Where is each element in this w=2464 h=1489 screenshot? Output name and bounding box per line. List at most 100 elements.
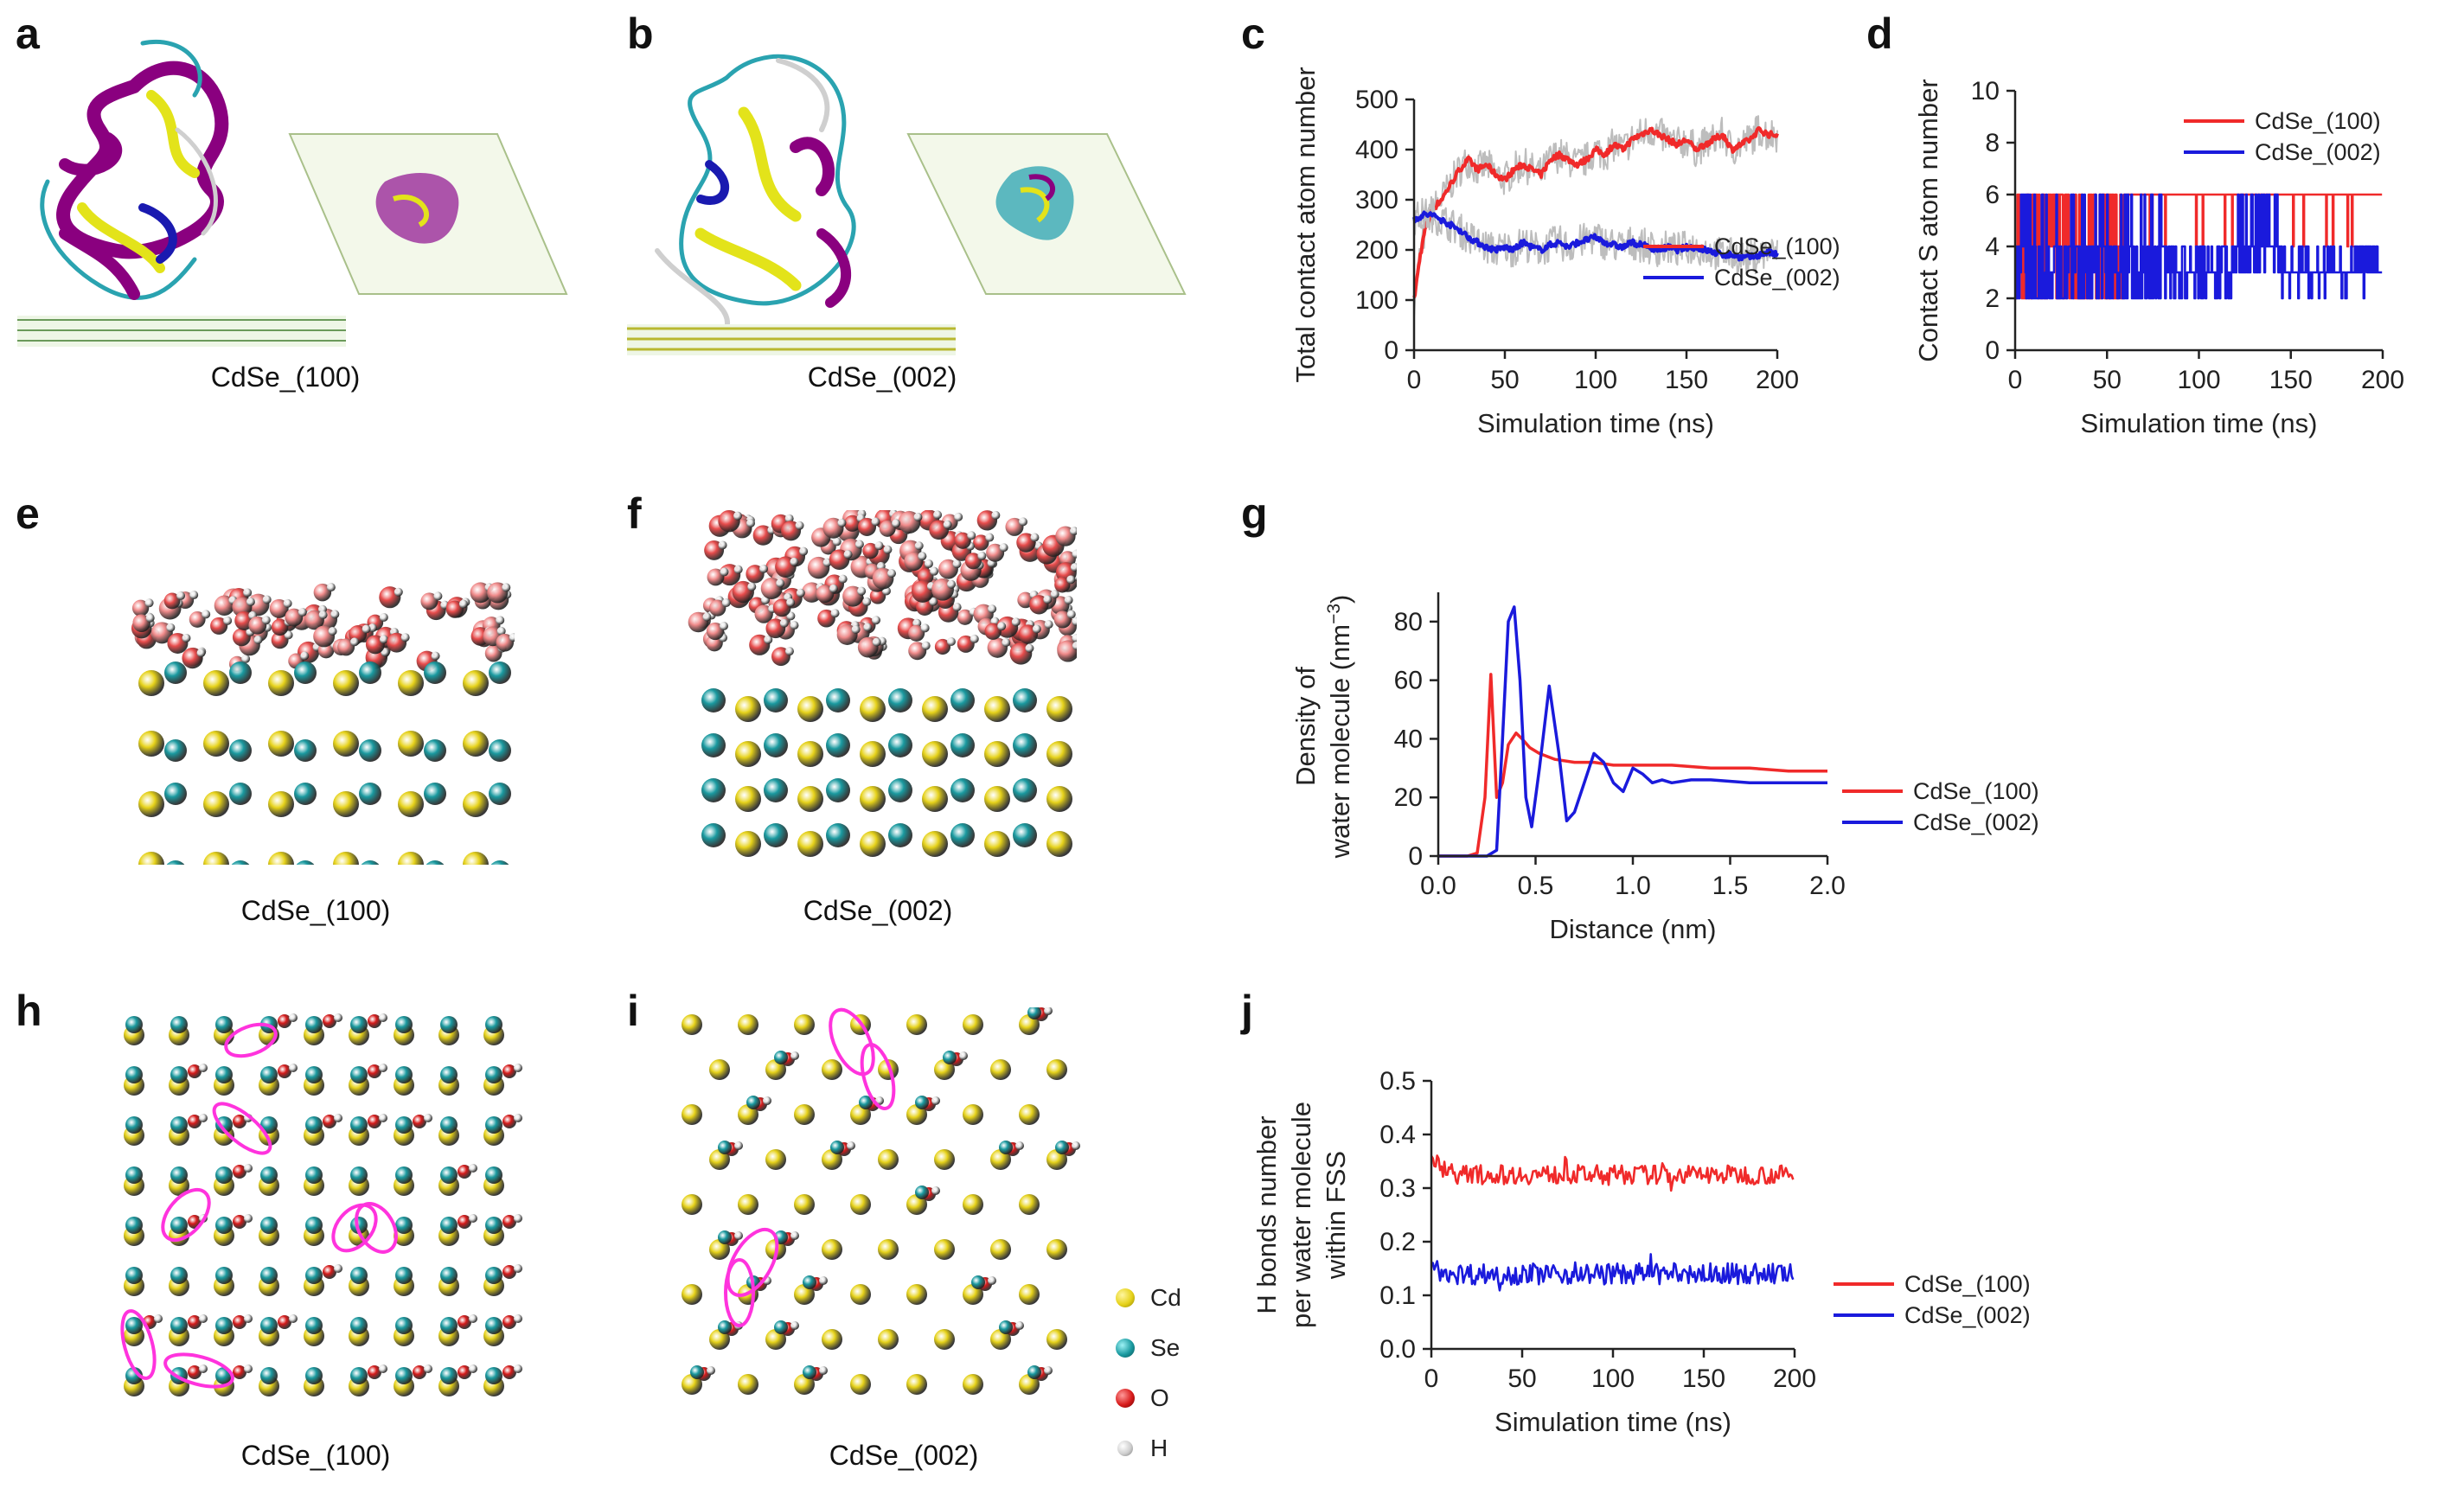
- se-atom: [229, 783, 252, 805]
- cd-atom: [906, 1374, 927, 1395]
- se-atom: [999, 1320, 1013, 1334]
- cdse-slab-side-b: [627, 324, 956, 355]
- y-tick-label: 100: [1355, 286, 1398, 315]
- legend-label: CdSe_(100): [1714, 233, 1840, 259]
- se-atom: [485, 1166, 502, 1184]
- cd-atom: [333, 852, 359, 865]
- water-hydrogen-atom: [943, 520, 952, 529]
- se-atom: [170, 1317, 188, 1334]
- se-atom: [164, 783, 187, 805]
- cd-atom: [463, 670, 489, 696]
- atom-legend-label: O: [1150, 1384, 1169, 1411]
- water-hydrogen-atom: [759, 564, 769, 573]
- cd-atom: [1019, 1284, 1040, 1305]
- water-hydrogen-atom: [786, 611, 796, 621]
- h-atom: [289, 1013, 298, 1022]
- h-atom: [244, 1214, 253, 1223]
- cd-atom: [735, 696, 761, 722]
- x-tick-label: 0.5: [1518, 872, 1554, 900]
- se-atom: [350, 1367, 368, 1384]
- atom-legend-label: Cd: [1150, 1284, 1181, 1311]
- series-line-blue: [1438, 605, 1827, 858]
- hbond-highlight-ring: [163, 1352, 234, 1389]
- cd-atom: [738, 1014, 758, 1035]
- se-atom: [774, 1051, 788, 1064]
- se-atom: [305, 1217, 323, 1234]
- cd-atom: [203, 731, 229, 757]
- se-atom: [1055, 1141, 1069, 1154]
- se-atom: [1027, 1007, 1041, 1019]
- se-atom: [485, 1367, 502, 1384]
- y-tick-label: 60: [1394, 667, 1423, 695]
- panel-label-h: h: [16, 987, 42, 1035]
- cdse-slab-top-a: [288, 133, 568, 295]
- water-oxygen-atom: [973, 534, 989, 551]
- cd-atom: [682, 1104, 702, 1125]
- water-hydrogen-atom: [830, 609, 840, 618]
- water-hydrogen-atom: [970, 634, 979, 643]
- se-atom: [125, 1317, 143, 1334]
- water-hydrogen-atom: [509, 633, 515, 642]
- water-hydrogen-atom: [747, 582, 757, 591]
- h-atom: [469, 1214, 477, 1223]
- cd-atom: [138, 852, 164, 865]
- water-hydrogen-atom: [241, 654, 251, 663]
- x-tick-label: 0: [1424, 1364, 1439, 1393]
- cd-atom: [333, 731, 359, 757]
- cd-atom: [860, 831, 886, 857]
- h-atom: [763, 1096, 771, 1105]
- cd-atom: [682, 1284, 702, 1305]
- se-atom: [888, 823, 912, 847]
- y-axis-label-line1: Density of: [1290, 667, 1321, 786]
- h-atom: [379, 1064, 387, 1072]
- cd-atom: [203, 670, 229, 696]
- cd-atom: [1046, 786, 1072, 812]
- cd-atom: [906, 1284, 927, 1305]
- se-atom: [718, 1320, 732, 1334]
- se-atom: [260, 1317, 278, 1334]
- o-atom: [188, 1115, 202, 1128]
- water-hydrogen-atom: [924, 559, 933, 568]
- water-hydrogen-atom: [886, 569, 896, 578]
- cd-atom: [203, 852, 229, 865]
- y-tick-label: 20: [1394, 783, 1423, 812]
- water-hydrogen-atom: [954, 512, 963, 521]
- y-tick-label: 500: [1355, 86, 1398, 114]
- cd-atom: [797, 831, 823, 857]
- se-atom: [395, 1267, 413, 1284]
- se-atom: [701, 778, 726, 802]
- cd-atom: [922, 696, 948, 722]
- atom-legend-item-h: H: [1116, 1423, 1219, 1473]
- se-atom: [231, 860, 250, 865]
- h-atom: [199, 1364, 208, 1373]
- water-hydrogen-atom: [433, 591, 443, 601]
- se-atom: [260, 1116, 278, 1134]
- top-view-structure-i: [682, 1007, 1080, 1395]
- water-hydrogen-atom: [790, 557, 799, 566]
- se-atom: [395, 1367, 413, 1384]
- o-atom: [233, 1365, 246, 1379]
- y-tick-label: 0.3: [1379, 1174, 1416, 1203]
- cd-atom: [922, 741, 948, 767]
- caption-a: CdSe_(100): [210, 361, 361, 393]
- cd-atom: [138, 670, 164, 696]
- water-hydrogen-atom: [862, 597, 872, 606]
- x-tick-label: 100: [2177, 366, 2220, 394]
- y-tick-label: 2: [1985, 284, 2000, 313]
- se-atom: [260, 1217, 278, 1234]
- water-hydrogen-atom: [496, 616, 505, 625]
- water-oxygen-atom: [862, 542, 879, 559]
- water-hydrogen-atom: [733, 511, 743, 521]
- y-tick-label: 0: [1408, 842, 1423, 871]
- h-atom: [1015, 1141, 1024, 1150]
- water-hydrogen-atom: [144, 598, 154, 608]
- series-line-red: [1412, 126, 1779, 298]
- x-tick-label: 150: [1682, 1364, 1725, 1393]
- y-tick-label: 0: [1384, 336, 1398, 365]
- se-atom: [803, 1365, 816, 1379]
- water-hydrogen-atom: [253, 635, 263, 644]
- panel-label-a: a: [16, 10, 40, 58]
- se-atom: [350, 1016, 368, 1033]
- legend-label: CdSe_(002): [1904, 1302, 2031, 1328]
- cd-atom: [682, 1014, 702, 1035]
